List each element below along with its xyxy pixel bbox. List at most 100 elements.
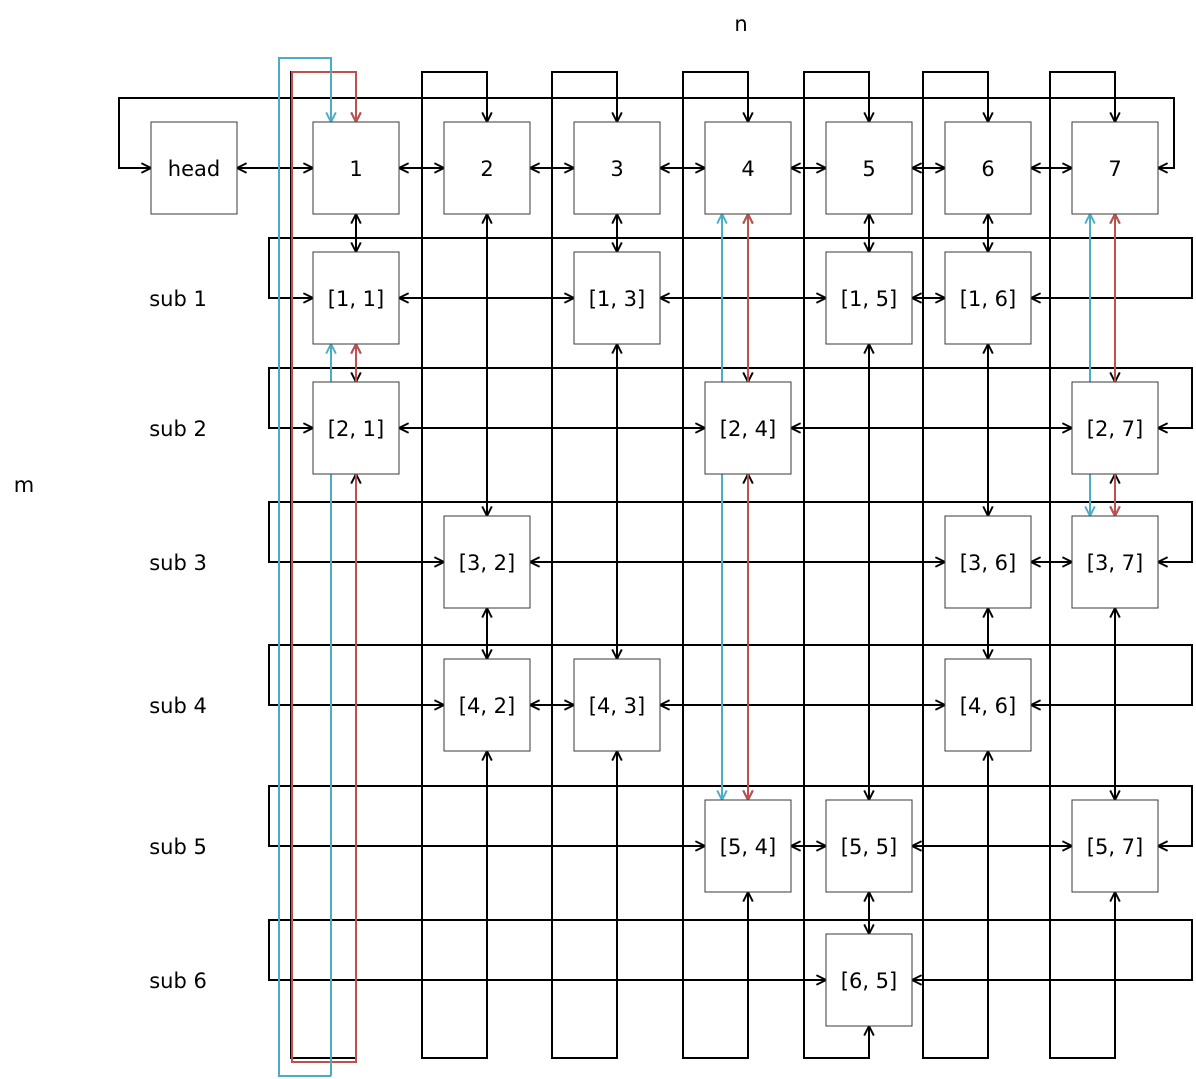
col-wrap-link-5 [803,71,869,1059]
cell-node-3-7-label: [3, 7] [1087,551,1143,575]
cell-node-2-7-label: [2, 7] [1087,417,1143,441]
col-wrap-link-6 [922,71,988,1059]
row-wrap-link-6 [268,919,1193,980]
cell-node-4-6-box [944,658,1032,752]
cell-node-4-6-label: [4, 6] [960,694,1016,718]
column-header-3-box [573,121,661,215]
col-wrap-link-4 [682,71,748,1059]
cell-node-3-7-box [1071,515,1159,609]
cell-node-4-3-box [573,658,661,752]
column-header-4-box [704,121,792,215]
column-header-7: 7 [1071,121,1159,215]
cell-node-4-2-label: [4, 2] [459,694,515,718]
cell-node-2-7: [2, 7] [1071,381,1159,475]
cell-node-5-4-label: [5, 4] [720,835,776,859]
cell-node-6-5-box [825,933,913,1027]
cell-node-1-5-box [825,251,913,345]
column-header-5-box [825,121,913,215]
cell-node-3-2-label: [3, 2] [459,551,515,575]
column-header-1-box [312,121,400,215]
cell-node-2-4-label: [2, 4] [720,417,776,441]
row-wrap-link-1 [268,237,1193,298]
column-header-1-label: 1 [349,157,362,181]
red-path-col-1 [291,71,356,1063]
cell-node-4-3-label: [4, 3] [589,694,645,718]
cell-node-1-3-box [573,251,661,345]
cell-node-1-5-label: [1, 5] [841,287,897,311]
cell-node-4-2-box [443,658,531,752]
column-header-4: 4 [704,121,792,215]
cell-node-4-6: [4, 6] [944,658,1032,752]
cell-node-3-2-box [443,515,531,609]
column-header-5: 5 [825,121,913,215]
column-header-3-label: 3 [610,157,623,181]
head-node-label: head [168,157,220,181]
column-header-6-label: 6 [981,157,994,181]
cell-node-5-7: [5, 7] [1071,799,1159,893]
column-header-7-label: 7 [1108,157,1121,181]
column-header-4-label: 4 [741,157,754,181]
column-header-5-label: 5 [862,157,875,181]
cell-node-2-7-box [1071,381,1159,475]
cell-node-4-2: [4, 2] [443,658,531,752]
cell-node-1-6-label: [1, 6] [960,287,1016,311]
row-wrap-link-4 [268,644,1193,705]
row-label-4: sub 4 [149,694,207,718]
head-node-box [150,121,238,215]
col-wrap-link-7 [1049,71,1115,1059]
cell-node-2-1-label: [2, 1] [328,417,384,441]
row-label-1: sub 1 [149,287,207,311]
head-node: head [150,121,238,215]
row-wrap-link-2 [268,367,1193,428]
cell-node-1-1-box [312,251,400,345]
column-header-3: 3 [573,121,661,215]
cell-node-5-5-box [825,799,913,893]
cell-node-5-5: [5, 5] [825,799,913,893]
cell-node-1-6: [1, 6] [944,251,1032,345]
row-label-2: sub 2 [149,417,207,441]
cell-node-5-4: [5, 4] [704,799,792,893]
blue-path-col-1 [278,57,331,1077]
col-wrap-link-1 [290,71,356,1059]
cell-node-1-1-label: [1, 1] [328,287,384,311]
cell-node-4-3: [4, 3] [573,658,661,752]
cell-node-1-5: [1, 5] [825,251,913,345]
column-header-7-box [1071,121,1159,215]
cell-node-5-7-label: [5, 7] [1087,835,1143,859]
cell-node-5-4-box [704,799,792,893]
header-wrap-link [118,97,1175,168]
column-header-2-label: 2 [480,157,493,181]
cell-node-6-5: [6, 5] [825,933,913,1027]
cell-node-3-6-label: [3, 6] [960,551,1016,575]
m-axis-label: m [14,473,34,497]
cell-node-3-7: [3, 7] [1071,515,1159,609]
row-wrap-link-5 [268,785,1193,846]
n-axis-label: n [734,12,747,36]
row-label-3: sub 3 [149,551,207,575]
cell-node-2-1: [2, 1] [312,381,400,475]
cell-node-2-4: [2, 4] [704,381,792,475]
cell-node-1-1: [1, 1] [312,251,400,345]
column-header-6: 6 [944,121,1032,215]
cell-node-6-5-label: [6, 5] [841,969,897,993]
col-wrap-link-2 [421,71,487,1059]
column-header-2: 2 [443,121,531,215]
column-header-6-box [944,121,1032,215]
cell-node-3-2: [3, 2] [443,515,531,609]
row-label-5: sub 5 [149,835,207,859]
cell-node-1-3: [1, 3] [573,251,661,345]
cell-node-1-6-box [944,251,1032,345]
cell-node-2-4-box [704,381,792,475]
cell-node-2-1-box [312,381,400,475]
cell-node-5-5-label: [5, 5] [841,835,897,859]
cell-node-3-6-box [944,515,1032,609]
cell-node-3-6: [3, 6] [944,515,1032,609]
row-wrap-link-3 [268,501,1193,562]
cell-node-5-7-box [1071,799,1159,893]
col-wrap-link-3 [551,71,617,1059]
column-header-2-box [443,121,531,215]
cell-node-1-3-label: [1, 3] [589,287,645,311]
row-label-6: sub 6 [149,969,207,993]
column-header-1: 1 [312,121,400,215]
